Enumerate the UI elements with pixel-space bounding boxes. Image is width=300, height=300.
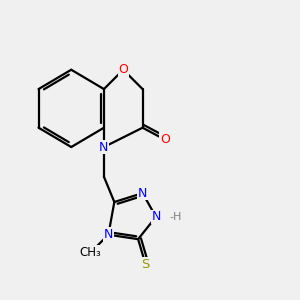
Text: CH₃: CH₃ <box>80 246 101 259</box>
Text: O: O <box>118 63 128 76</box>
Text: N: N <box>99 140 109 154</box>
Text: -H: -H <box>169 212 182 222</box>
Text: N: N <box>138 187 147 200</box>
Text: S: S <box>141 258 150 271</box>
Text: N: N <box>104 228 113 241</box>
Text: N: N <box>151 210 160 224</box>
Text: O: O <box>160 133 170 146</box>
